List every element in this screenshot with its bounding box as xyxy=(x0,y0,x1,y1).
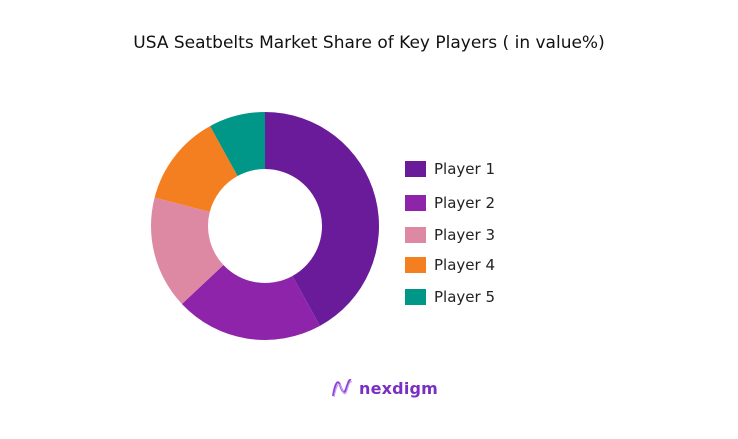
slice-player-4 xyxy=(154,126,238,212)
legend-label: Player 4 xyxy=(434,256,495,274)
slice-player-3 xyxy=(150,197,224,305)
slice-player-1 xyxy=(265,112,379,326)
slice-player-2 xyxy=(181,265,320,340)
slice-player-5 xyxy=(210,112,265,177)
legend-swatch xyxy=(405,195,426,211)
legend-swatch xyxy=(405,161,426,177)
legend-label: Player 5 xyxy=(434,288,495,306)
nexdigm-logo: nexdigm xyxy=(331,377,438,399)
legend-swatch xyxy=(405,257,426,273)
legend-label: Player 1 xyxy=(434,160,495,178)
logo-text: nexdigm xyxy=(359,378,439,398)
legend-item: Player 3 xyxy=(405,226,495,244)
legend-item: Player 5 xyxy=(405,288,495,306)
legend-label: Player 2 xyxy=(434,194,495,212)
chart-title: USA Seatbelts Market Share of Key Player… xyxy=(133,33,605,53)
legend-item: Player 2 xyxy=(405,194,495,212)
legend-item: Player 4 xyxy=(405,256,495,274)
nexdigm-logo-icon xyxy=(332,378,353,398)
legend-swatch xyxy=(405,289,426,305)
legend-item: Player 1 xyxy=(405,160,495,178)
legend-label: Player 3 xyxy=(434,226,495,244)
legend-swatch xyxy=(405,227,426,243)
